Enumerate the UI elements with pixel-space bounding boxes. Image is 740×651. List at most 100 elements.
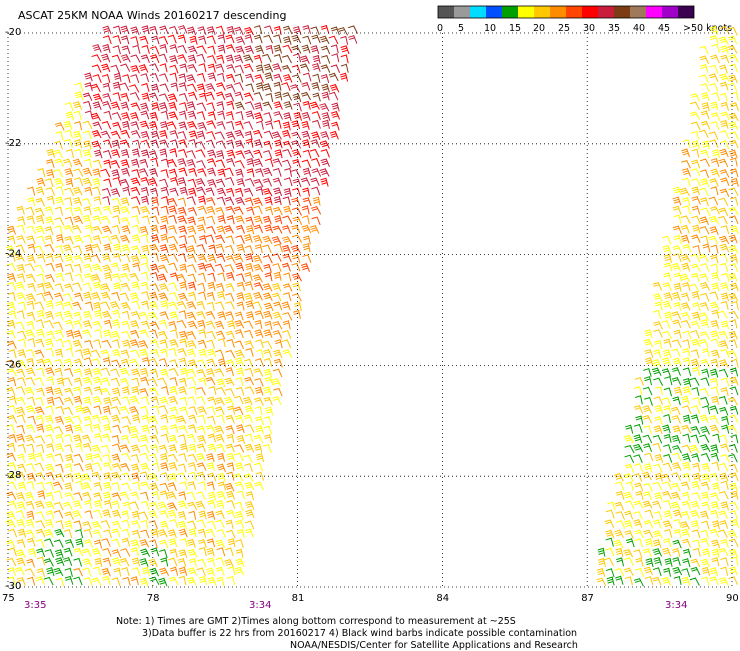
wind-barb [110,234,121,244]
wind-barb [150,130,160,140]
wind-barb [253,291,263,301]
wind-barb [83,539,94,548]
wind-barb [634,395,643,405]
wind-barb [186,576,197,586]
wind-barb [728,414,739,424]
wind-barb [120,272,130,282]
wind-barb [225,187,235,197]
wind-barb [101,120,112,130]
wind-barb [663,444,672,454]
wind-barb [700,263,710,272]
wind-barb [140,130,150,140]
wind-barb [112,177,122,186]
wind-barb [168,414,178,424]
wind-barb [653,416,663,425]
wind-barb [225,311,235,321]
wind-barb [64,539,75,548]
wind-barb [719,520,729,529]
wind-barb [44,538,54,547]
wind-barb [55,196,64,206]
wind-barb [43,558,54,567]
wind-barb [215,557,225,566]
wind-barb [72,197,82,206]
wind-barb [225,34,235,44]
wind-barb [177,54,187,63]
wind-barb [216,576,225,586]
wind-barb [151,462,160,472]
wind-barb [168,243,179,253]
wind-barb [234,501,244,511]
wind-barb [661,576,671,586]
wind-barb [207,45,216,55]
wind-barb [35,528,46,538]
wind-barb [179,263,188,273]
wind-barb [111,471,122,481]
wind-barb [35,576,45,585]
wind-barb [81,406,92,415]
wind-barb [225,292,235,302]
wind-barb [178,549,188,559]
wind-barb [130,349,141,358]
wind-barb [207,72,217,82]
wind-barb [131,245,141,255]
wind-barb [111,481,120,491]
wind-barb [179,406,189,416]
wind-barb [159,339,168,349]
wind-barb [681,197,691,207]
wind-barb [112,387,121,397]
wind-barb [83,386,93,396]
wind-barb [188,167,198,177]
wind-barb [253,282,264,291]
wind-barb [129,501,140,510]
wind-barb [26,443,35,453]
wind-barb [679,187,690,196]
wind-barb [16,577,26,586]
wind-barb [16,557,26,567]
wind-barb [102,196,111,206]
wind-barb [140,529,150,539]
wind-barb [65,347,74,357]
wind-barb [92,339,102,349]
wind-barb [717,215,728,225]
wind-barb [302,187,310,197]
wind-barb [187,424,197,434]
wind-barb [337,27,348,36]
wind-barb [264,320,273,330]
wind-barb [643,376,652,386]
wind-barb [27,415,37,425]
wind-barb [7,442,16,452]
wind-barb [253,205,263,215]
wind-barb [681,168,691,177]
wind-barb [52,481,63,490]
wind-barb [661,490,672,500]
wind-barb [680,215,691,224]
wind-barb [195,141,206,150]
wind-barb [670,491,681,501]
wind-barb [166,158,177,168]
wind-barb [35,225,45,235]
wind-barb [187,396,197,405]
wind-barb [159,254,170,264]
wind-barb [129,339,140,348]
wind-barb [177,510,187,520]
wind-barb [44,549,55,558]
wind-barb [293,309,301,319]
wind-barb [225,519,234,529]
wind-barb [169,377,178,387]
wind-barb [273,349,283,359]
wind-barb [54,217,65,226]
wind-barb [330,121,340,131]
wind-barb [606,576,615,586]
wind-barb [62,158,73,168]
wind-barb [293,111,303,121]
wind-barb [35,538,45,548]
wind-barb [633,500,644,509]
wind-barb [319,103,330,112]
wind-barb [169,338,179,348]
wind-barb [721,424,730,434]
wind-barb [16,310,25,320]
wind-barb [728,272,738,282]
wind-barb [292,216,303,225]
wind-barb [55,234,64,244]
wind-barb [196,567,206,577]
